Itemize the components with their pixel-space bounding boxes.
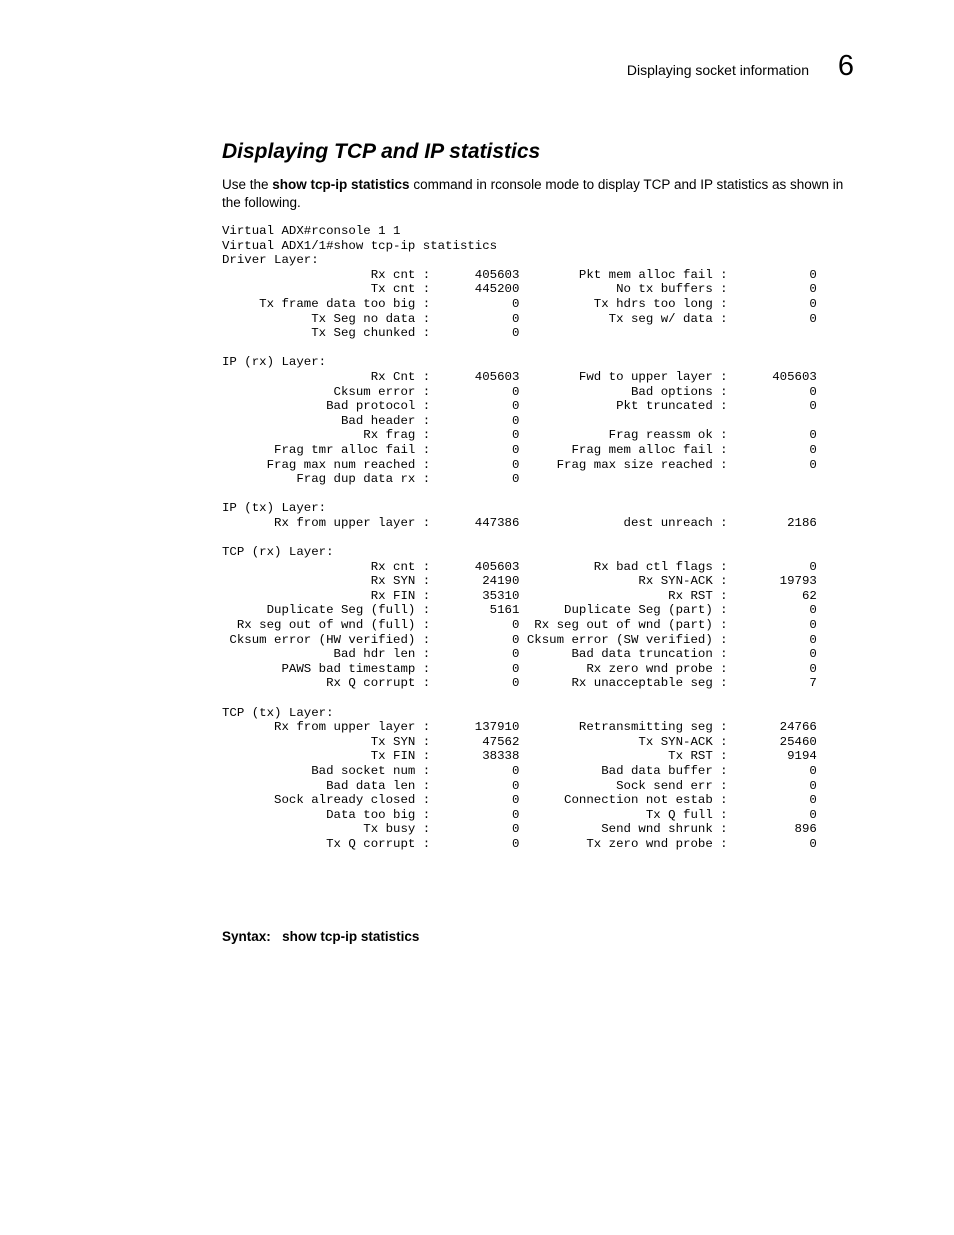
header-breadcrumb: Displaying socket information — [627, 62, 809, 78]
chapter-number: 6 — [838, 50, 854, 83]
syntax-label: Syntax: — [222, 929, 271, 944]
syntax-command: show tcp-ip statistics — [282, 929, 419, 944]
syntax-line: Syntax: show tcp-ip statistics — [222, 929, 419, 944]
section-heading: Displaying TCP and IP statistics — [222, 140, 540, 164]
intro-pre: Use the — [222, 177, 272, 192]
intro-command: show tcp-ip statistics — [272, 177, 409, 192]
intro-paragraph: Use the show tcp-ip statistics command i… — [222, 176, 859, 212]
terminal-output: Virtual ADX#rconsole 1 1 Virtual ADX1/1#… — [222, 224, 817, 852]
page: Displaying socket information 6 Displayi… — [0, 0, 954, 1235]
